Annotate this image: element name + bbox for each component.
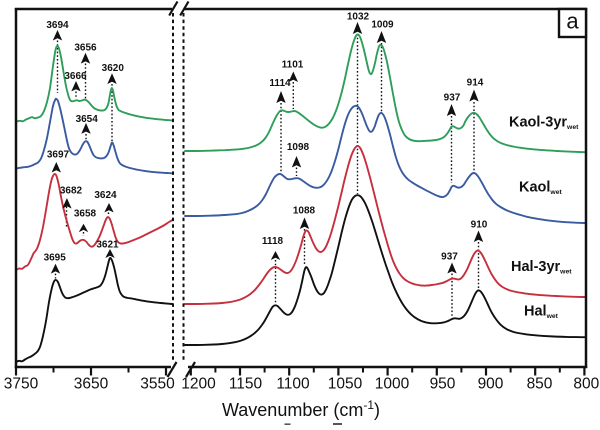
svg-text:914: 914 (467, 78, 484, 89)
svg-text:3682: 3682 (60, 186, 83, 197)
svg-text:3656: 3656 (74, 42, 97, 53)
svg-text:3650: 3650 (74, 376, 109, 393)
svg-text:1150: 1150 (229, 376, 263, 393)
svg-text:1050: 1050 (328, 376, 363, 393)
svg-text:Wavenumber (cm-1): Wavenumber (cm-1) (222, 398, 380, 420)
svg-text:937: 937 (444, 93, 461, 104)
svg-text:1200: 1200 (181, 376, 216, 393)
svg-text:3695: 3695 (44, 253, 67, 264)
svg-text:3620: 3620 (102, 63, 125, 74)
svg-text:3621: 3621 (96, 240, 119, 251)
svg-text:850: 850 (527, 376, 553, 393)
svg-text:a: a (566, 9, 579, 34)
svg-text:3658: 3658 (74, 209, 97, 220)
svg-text:1100: 1100 (276, 376, 310, 393)
svg-text:3666: 3666 (64, 71, 87, 82)
svg-text:3750: 3750 (4, 376, 39, 393)
svg-text:1101: 1101 (282, 60, 304, 71)
svg-text:1032: 1032 (347, 12, 370, 23)
svg-text:3550: 3550 (140, 376, 175, 393)
svg-text:Kaol-3yrwet: Kaol-3yrwet (509, 115, 579, 132)
svg-text:950: 950 (430, 376, 456, 393)
svg-text:3694: 3694 (46, 20, 69, 31)
svg-text:3654: 3654 (76, 114, 99, 125)
svg-text:3624: 3624 (94, 190, 117, 201)
svg-text:910: 910 (471, 220, 488, 231)
svg-text:3697: 3697 (47, 150, 70, 161)
svg-text:1088: 1088 (293, 206, 316, 217)
svg-text:Hal-3yrwet: Hal-3yrwet (511, 259, 572, 276)
svg-text:1009: 1009 (371, 20, 394, 31)
svg-text:1098: 1098 (287, 142, 310, 153)
svg-text:1114: 1114 (269, 78, 291, 89)
svg-text:1118: 1118 (262, 236, 284, 247)
svg-text:937: 937 (441, 252, 458, 263)
svg-text:900: 900 (478, 376, 504, 393)
svg-text:800: 800 (573, 376, 599, 393)
svg-text:1000: 1000 (375, 376, 410, 393)
